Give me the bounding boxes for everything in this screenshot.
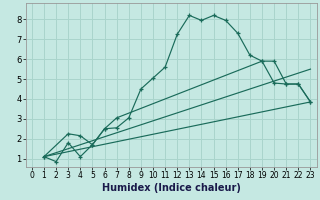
X-axis label: Humidex (Indice chaleur): Humidex (Indice chaleur) — [102, 183, 241, 193]
